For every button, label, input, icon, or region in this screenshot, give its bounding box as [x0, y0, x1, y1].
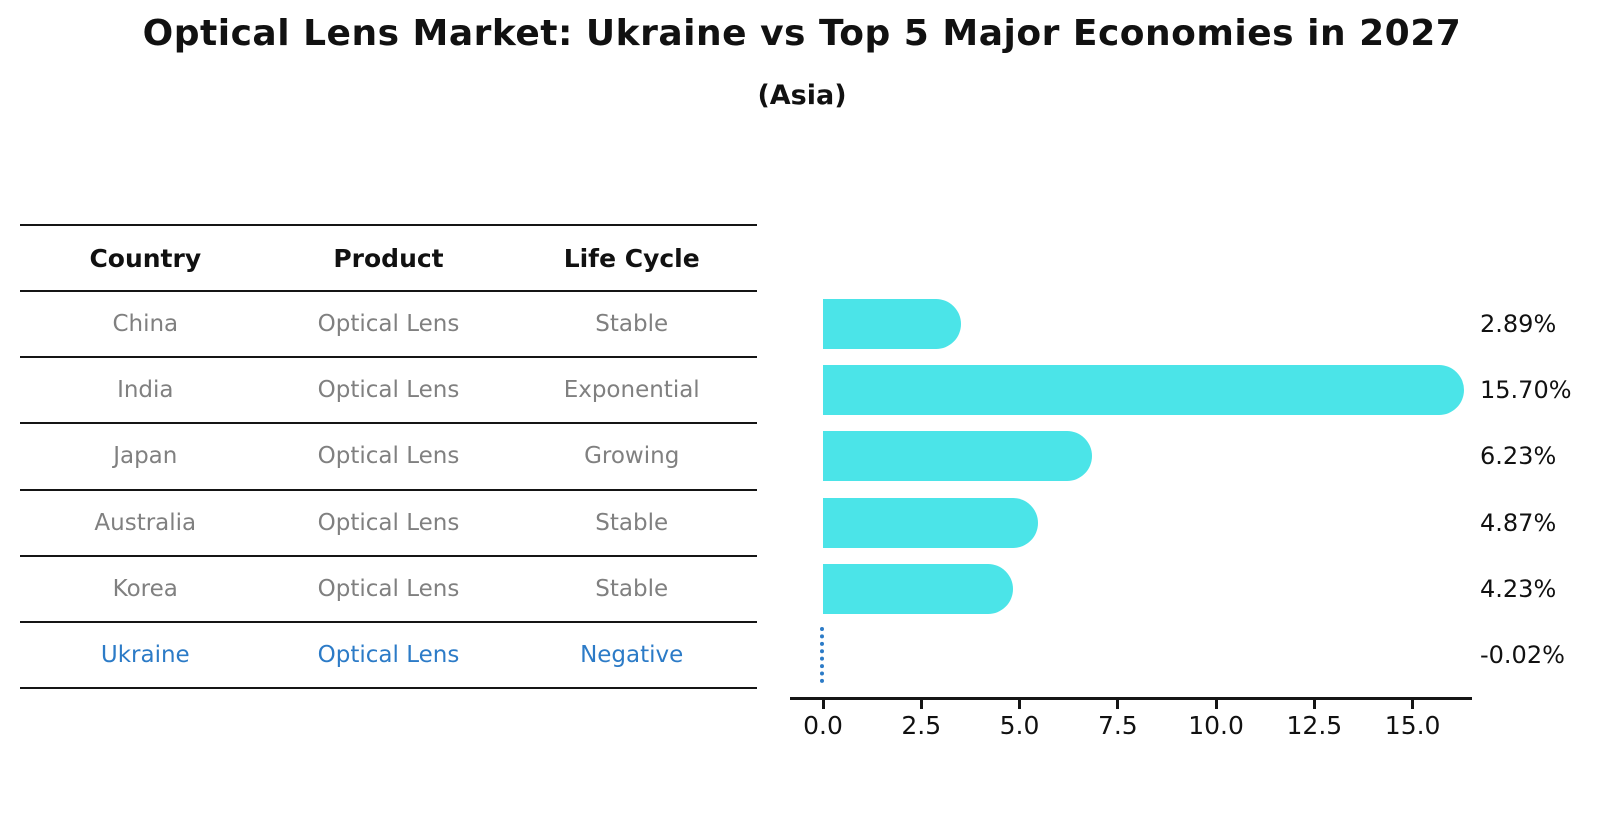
x-tick-mark — [821, 700, 825, 709]
bar-row-ukraine: -0.02% — [790, 622, 1604, 688]
x-tick-label: 15.0 — [1384, 711, 1441, 740]
negative-marker-ukraine — [820, 626, 825, 683]
value-label: -0.02% — [1480, 640, 1565, 669]
table-row: India Optical Lens Exponential — [20, 357, 757, 424]
data-table: Country Product Life Cycle China Optical … — [20, 224, 757, 689]
table-cell-life-cycle: Exponential — [563, 377, 700, 404]
bar-india — [823, 365, 1465, 416]
x-tick-mark — [1214, 700, 1218, 709]
table-row: Japan Optical Lens Growing — [20, 423, 757, 490]
col-header-life-cycle: Life Cycle — [563, 243, 700, 273]
table-cell-product: Optical Lens — [317, 575, 460, 602]
table-row: Korea Optical Lens Stable — [20, 556, 757, 622]
x-tick-label: 0.0 — [803, 711, 843, 740]
table-cell-life-cycle: Stable — [595, 509, 669, 536]
table-cell-product: Optical Lens — [317, 311, 460, 338]
bar-china — [823, 299, 961, 350]
table-cell-product: Optical Lens — [317, 443, 460, 470]
table-cell-country: India — [117, 377, 174, 404]
table-cell-life-cycle: Growing — [584, 443, 680, 470]
x-tick-label: 12.5 — [1286, 711, 1343, 740]
bar-korea — [823, 563, 1014, 614]
table-cell-product: Optical Lens — [317, 642, 460, 669]
x-tick-mark — [1018, 700, 1022, 709]
table-body: China Optical Lens Stable India Optical Lens… — [20, 291, 757, 689]
table-cell-life-cycle: Stable — [595, 575, 669, 602]
bar-australia — [823, 497, 1039, 548]
table-cell-country: China — [112, 311, 179, 338]
bar-row-india: 15.70% — [790, 357, 1604, 423]
bar-chart: 2.89% 15.70% 6.23% 4.87% 4.23% -0.02% 0.0 2.5 5… — [790, 291, 1604, 761]
table-header-row: Country Product Life Cycle — [20, 225, 757, 291]
value-label: 4.87% — [1480, 508, 1557, 537]
bar-rows: 2.89% 15.70% 6.23% 4.87% 4.23% -0.02% — [790, 291, 1604, 688]
table-row: Ukraine Optical Lens Negative — [20, 622, 757, 689]
col-header-country: Country — [89, 243, 202, 273]
table-cell-life-cycle: Negative — [580, 642, 684, 669]
x-tick-mark — [1116, 700, 1120, 709]
bar-japan — [823, 431, 1092, 482]
value-label: 4.23% — [1480, 574, 1557, 603]
value-label: 15.70% — [1480, 376, 1572, 405]
bar-row-china: 2.89% — [790, 291, 1604, 357]
bar-row-korea: 4.23% — [790, 556, 1604, 622]
x-axis-line — [790, 697, 1472, 700]
table-cell-country: Japan — [113, 443, 178, 470]
x-tick-label: 5.0 — [999, 711, 1040, 740]
table-row: China Optical Lens Stable — [20, 291, 757, 358]
x-tick-label: 7.5 — [1097, 711, 1138, 740]
x-tick-mark — [1411, 700, 1415, 709]
bar-row-australia: 4.87% — [790, 490, 1604, 556]
bar-row-japan: 6.23% — [790, 423, 1604, 489]
x-tick-label: 10.0 — [1188, 711, 1244, 740]
table-cell-country: Korea — [112, 575, 178, 602]
value-label: 6.23% — [1480, 442, 1557, 471]
table-cell-product: Optical Lens — [317, 377, 460, 404]
page-subtitle: (Asia) — [757, 80, 847, 111]
table-cell-country: Ukraine — [100, 642, 190, 669]
x-tick-mark — [1312, 700, 1316, 709]
table-cell-life-cycle: Stable — [595, 311, 669, 338]
x-tick-mark — [919, 700, 923, 709]
table-row: Australia Optical Lens Stable — [20, 490, 757, 556]
table-cell-product: Optical Lens — [317, 509, 460, 536]
x-tick-label: 2.5 — [901, 711, 942, 740]
table-cell-country: Australia — [94, 509, 197, 536]
page-title: Optical Lens Market: Ukraine vs Top 5 Ma… — [142, 13, 1462, 54]
value-label: 2.89% — [1480, 310, 1557, 339]
col-header-product: Product — [333, 243, 444, 273]
